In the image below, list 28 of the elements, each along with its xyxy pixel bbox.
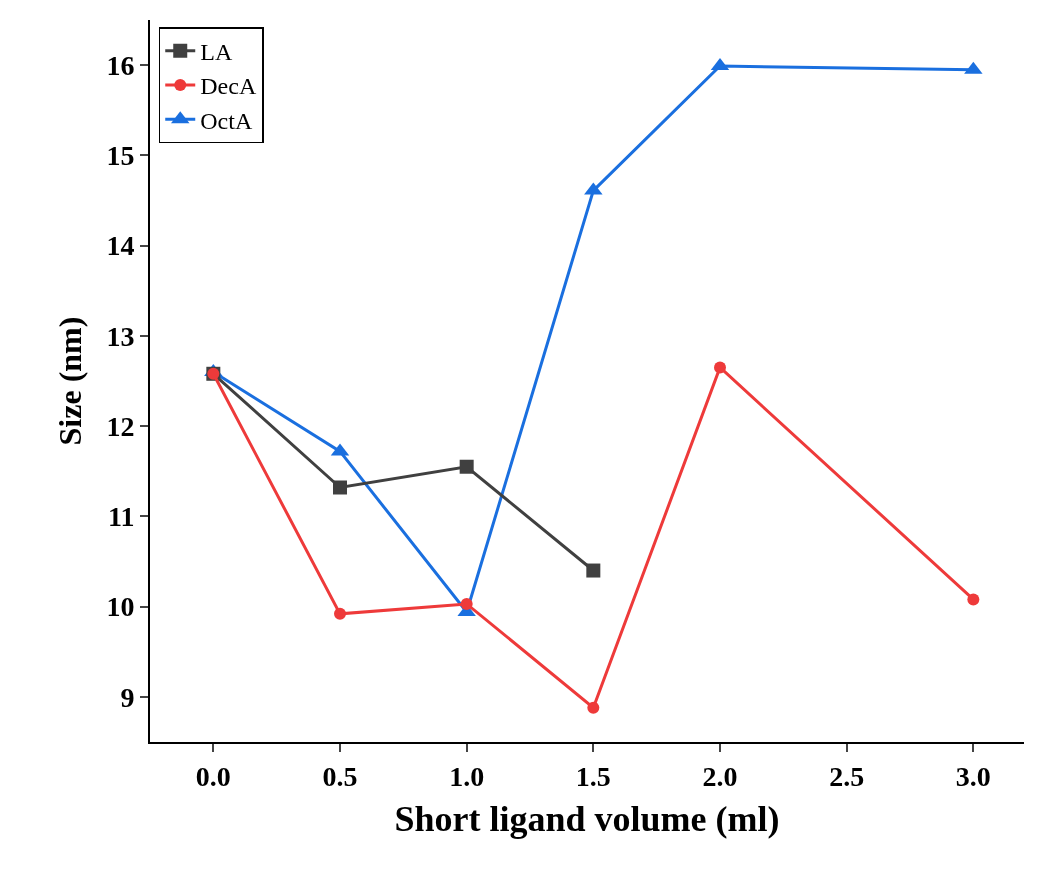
x-axis-title: Short ligand volume (ml) — [394, 798, 780, 839]
y-tick-label: 10 — [106, 591, 135, 623]
point — [460, 597, 473, 610]
x-tick-label: 0.0 — [195, 760, 231, 792]
y-axis-title: Size (nm) — [52, 316, 89, 446]
x-tick-label: 2.0 — [702, 760, 738, 792]
x-tick-label: 1.0 — [449, 760, 485, 792]
y-tick-label: 15 — [106, 140, 135, 172]
x-tick-label: 3.0 — [955, 760, 991, 792]
y-tick-label: 11 — [107, 501, 135, 533]
point — [459, 459, 474, 474]
point — [967, 593, 980, 606]
legend-label: OctA — [200, 107, 253, 134]
point — [586, 563, 601, 578]
point — [334, 607, 346, 620]
y-tick-label: 13 — [106, 320, 135, 352]
point — [333, 480, 347, 495]
y-tick-label: 9 — [120, 681, 135, 713]
y-tick-label: 14 — [106, 230, 135, 262]
y-tick-label: 12 — [106, 410, 135, 442]
x-tick-label: 2.5 — [829, 760, 865, 792]
point — [587, 701, 600, 714]
x-tick-label: 0.5 — [322, 760, 358, 792]
point — [714, 361, 726, 374]
legend-label: LA — [200, 39, 233, 66]
legend-label: DecA — [200, 73, 257, 100]
y-tick-label: 16 — [106, 49, 135, 81]
x-tick-label: 1.5 — [575, 760, 611, 792]
